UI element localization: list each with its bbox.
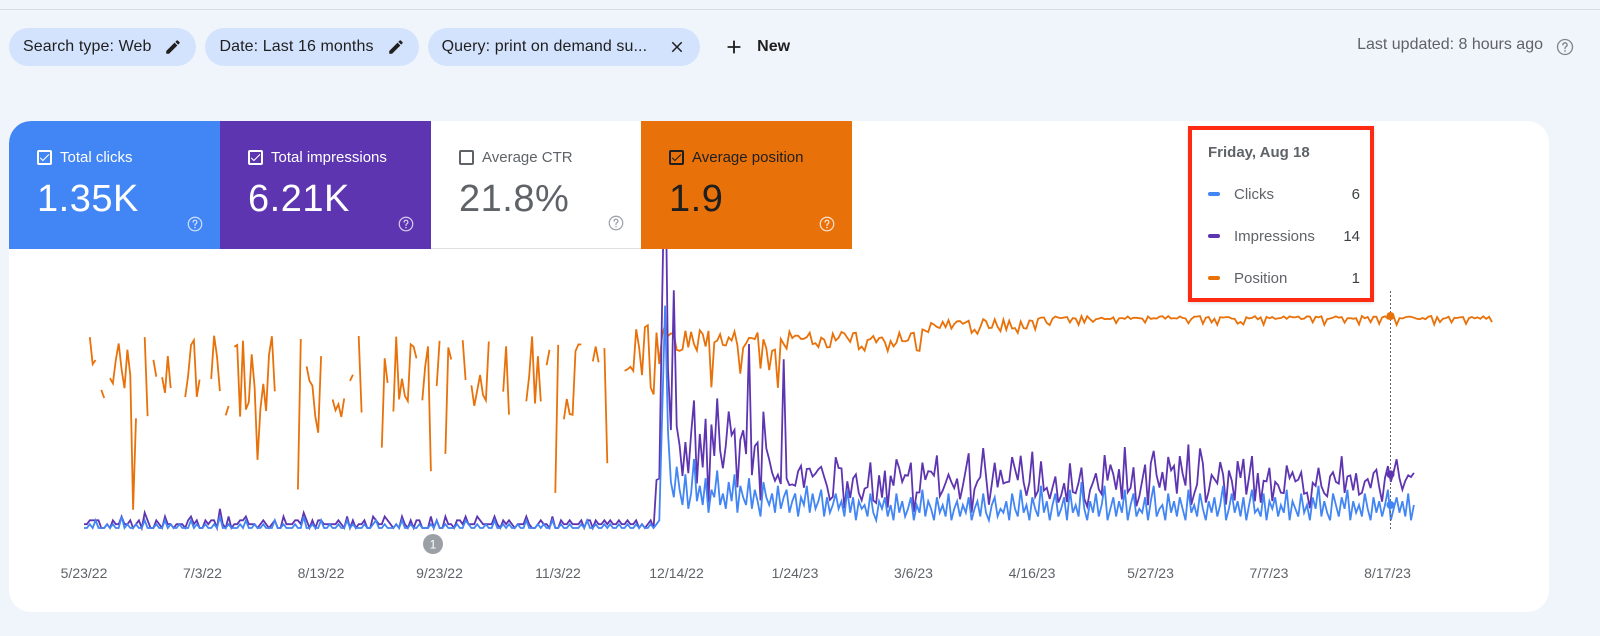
help-icon[interactable] [607, 214, 625, 232]
edit-icon[interactable] [386, 37, 406, 57]
checkbox-checked-icon[interactable] [248, 150, 263, 165]
position-swatch [1208, 276, 1220, 280]
tooltip-impressions-value: 14 [1343, 227, 1360, 245]
performance-chart[interactable]: 5/23/22 7/3/22 8/13/22 9/23/22 11/3/22 12/14/… [9, 121, 1549, 612]
average-position-value: 1.9 [669, 178, 724, 220]
x-tick-label: 3/6/23 [894, 565, 933, 581]
average-ctr-label: Average CTR [482, 149, 573, 166]
checkbox-checked-icon[interactable] [669, 150, 684, 165]
query-chip[interactable]: Query: print on demand su... [427, 28, 701, 66]
help-icon[interactable] [186, 215, 204, 233]
clicks-series-line [84, 305, 1415, 531]
close-icon[interactable] [667, 37, 687, 57]
x-tick-label: 1/24/23 [772, 565, 819, 581]
checkbox-checked-icon[interactable] [37, 150, 52, 165]
clicks-hover-point [1386, 501, 1395, 509]
checkbox-unchecked-icon[interactable] [459, 150, 474, 165]
last-updated: Last updated: 8 hours ago [1357, 36, 1574, 56]
x-tick-label: 5/23/22 [61, 565, 108, 581]
help-icon[interactable] [1555, 37, 1575, 62]
impressions-swatch [1208, 234, 1220, 238]
help-icon[interactable] [818, 215, 836, 233]
x-tick-label: 5/27/23 [1127, 565, 1174, 581]
tooltip-row-impressions: Impressions 14 [1208, 226, 1360, 246]
last-updated-text: Last updated: 8 hours ago [1357, 36, 1543, 53]
average-position-label: Average position [692, 149, 804, 166]
tooltip-position-value: 1 [1351, 269, 1360, 287]
average-position-tile[interactable]: Average position 1.9 [641, 121, 852, 249]
x-tick-label: 9/23/22 [416, 565, 463, 581]
x-tick-label: 7/7/23 [1250, 565, 1289, 581]
x-tick-label: 8/17/23 [1364, 565, 1411, 581]
tooltip-clicks-label: Clicks [1234, 185, 1274, 203]
edit-icon[interactable] [163, 37, 183, 57]
help-icon[interactable] [397, 215, 415, 233]
new-filter-button[interactable]: New [711, 28, 802, 66]
plus-icon [727, 40, 741, 54]
impressions-series-line [84, 133, 1415, 532]
filter-bar: Search type: Web Date: Last 16 months Qu… [9, 28, 802, 66]
x-tick-label: 4/16/23 [1009, 565, 1056, 581]
x-tick-label: 11/3/22 [535, 565, 581, 581]
average-ctr-tile[interactable]: Average CTR 21.8% [431, 121, 642, 249]
x-tick-label: 12/14/22 [649, 565, 704, 581]
search-type-chip[interactable]: Search type: Web [9, 28, 197, 66]
total-impressions-label: Total impressions [271, 149, 387, 166]
tooltip-impressions-label: Impressions [1234, 227, 1315, 245]
average-ctr-value: 21.8% [459, 178, 570, 220]
total-clicks-tile[interactable]: Total clicks 1.35K [9, 121, 220, 249]
x-tick-label: 7/3/22 [183, 565, 222, 581]
position-hover-point [1386, 312, 1395, 320]
query-label: Query: print on demand su... [441, 38, 648, 55]
search-type-label: Search type: Web [23, 38, 152, 55]
total-impressions-tile[interactable]: Total impressions 6.21K [220, 121, 431, 249]
annotation-marker [423, 534, 443, 554]
chart-tooltip: Friday, Aug 18 Clicks 6 Impressions 14 P… [1188, 126, 1374, 302]
clicks-swatch [1208, 192, 1220, 196]
total-clicks-label: Total clicks [60, 149, 133, 166]
total-impressions-value: 6.21K [248, 178, 350, 220]
tooltip-clicks-value: 6 [1351, 185, 1360, 203]
new-filter-label: New [757, 38, 791, 55]
position-series-line [88, 313, 1493, 510]
date-label: Date: Last 16 months [219, 38, 374, 55]
performance-card: 5/23/22 7/3/22 8/13/22 9/23/22 11/3/22 12/14/… [9, 121, 1549, 612]
tooltip-row-position: Position 1 [1208, 268, 1360, 288]
annotation-label: 1 [430, 538, 437, 552]
tooltip-row-clicks: Clicks 6 [1208, 184, 1360, 204]
x-tick-label: 8/13/22 [298, 565, 345, 581]
total-clicks-value: 1.35K [37, 178, 139, 220]
tooltip-date: Friday, Aug 18 [1208, 144, 1310, 161]
tooltip-position-label: Position [1234, 269, 1288, 287]
impressions-hover-point [1386, 470, 1395, 479]
top-divider [0, 9, 1600, 10]
date-chip[interactable]: Date: Last 16 months [205, 28, 419, 66]
